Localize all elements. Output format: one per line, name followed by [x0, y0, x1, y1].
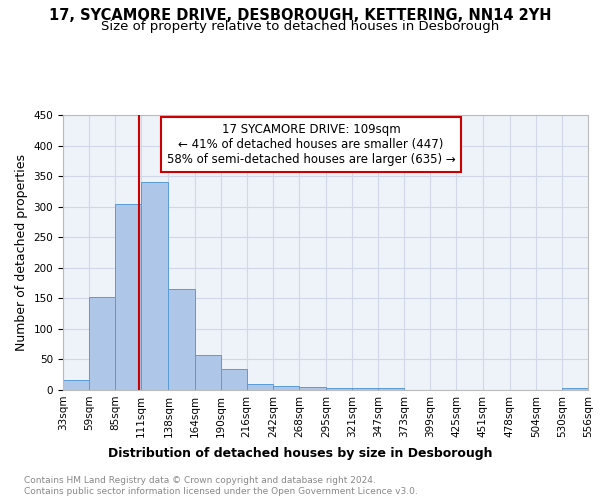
Bar — [169, 289, 194, 390]
Bar — [247, 384, 273, 390]
Bar — [63, 380, 89, 390]
Text: 17, SYCAMORE DRIVE, DESBOROUGH, KETTERING, NN14 2YH: 17, SYCAMORE DRIVE, DESBOROUGH, KETTERIN… — [49, 8, 551, 22]
Bar — [562, 388, 588, 390]
Bar — [352, 388, 378, 390]
Text: Contains HM Land Registry data © Crown copyright and database right 2024.: Contains HM Land Registry data © Crown c… — [24, 476, 376, 485]
Bar — [141, 182, 169, 390]
Text: 17 SYCAMORE DRIVE: 109sqm
← 41% of detached houses are smaller (447)
58% of semi: 17 SYCAMORE DRIVE: 109sqm ← 41% of detac… — [167, 123, 455, 166]
Bar — [89, 297, 115, 390]
Text: Distribution of detached houses by size in Desborough: Distribution of detached houses by size … — [108, 448, 492, 460]
Text: Contains public sector information licensed under the Open Government Licence v3: Contains public sector information licen… — [24, 488, 418, 496]
Bar — [194, 355, 221, 390]
Bar — [273, 386, 299, 390]
Text: Size of property relative to detached houses in Desborough: Size of property relative to detached ho… — [101, 20, 499, 33]
Bar — [299, 387, 326, 390]
Bar — [326, 388, 352, 390]
Y-axis label: Number of detached properties: Number of detached properties — [15, 154, 28, 351]
Bar — [221, 369, 247, 390]
Bar — [378, 388, 404, 390]
Bar — [115, 204, 141, 390]
